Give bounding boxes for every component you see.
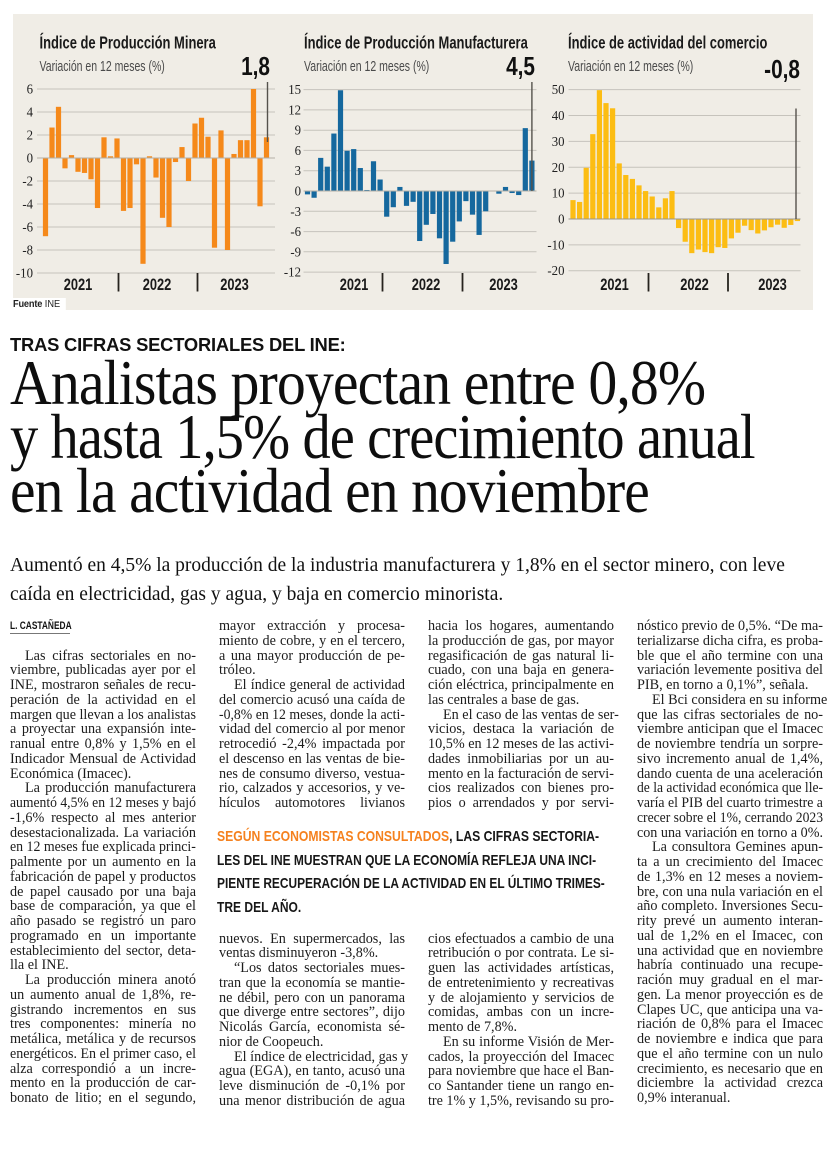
- svg-text:Variación en 12 meses (%): Variación en 12 meses (%): [568, 57, 693, 74]
- svg-text:30: 30: [552, 134, 565, 149]
- svg-text:40: 40: [552, 108, 565, 123]
- svg-text:2022: 2022: [412, 277, 441, 295]
- svg-text:15: 15: [288, 82, 301, 97]
- svg-text:2023: 2023: [220, 277, 249, 295]
- svg-text:0: 0: [27, 150, 33, 165]
- svg-text:2023: 2023: [489, 277, 518, 295]
- svg-text:3: 3: [295, 163, 301, 178]
- svg-text:2022: 2022: [143, 277, 172, 295]
- svg-text:Índice de Producción Manufactu: Índice de Producción Manufacturera: [304, 31, 528, 53]
- svg-text:12: 12: [288, 102, 301, 117]
- svg-text:2021: 2021: [600, 277, 629, 295]
- svg-text:Índice de actividad del comerc: Índice de actividad del comercio: [568, 31, 767, 53]
- svg-text:9: 9: [295, 123, 301, 138]
- svg-text:2022: 2022: [680, 277, 709, 295]
- svg-text:2021: 2021: [340, 277, 369, 295]
- svg-text:4,5: 4,5: [506, 52, 535, 81]
- svg-text:50: 50: [552, 82, 565, 97]
- svg-text:2: 2: [27, 127, 33, 142]
- svg-text:6: 6: [27, 81, 34, 96]
- svg-text:-2: -2: [22, 173, 33, 188]
- svg-text:2023: 2023: [758, 277, 787, 295]
- svg-text:Índice de Producción Minera: Índice de Producción Minera: [40, 31, 217, 53]
- svg-text:-6: -6: [290, 224, 301, 239]
- svg-text:0: 0: [295, 183, 301, 198]
- svg-text:Variación en 12 meses (%): Variación en 12 meses (%): [304, 57, 429, 74]
- svg-text:-10: -10: [16, 265, 33, 280]
- svg-text:-6: -6: [22, 219, 33, 234]
- svg-text:10: 10: [552, 185, 565, 200]
- svg-text:2021: 2021: [64, 277, 93, 295]
- svg-text:-9: -9: [290, 244, 301, 259]
- svg-text:4: 4: [27, 104, 34, 119]
- svg-text:-12: -12: [284, 264, 301, 279]
- svg-text:Variación en 12 meses (%): Variación en 12 meses (%): [40, 57, 165, 74]
- svg-text:-4: -4: [22, 196, 33, 211]
- svg-text:-8: -8: [22, 242, 33, 257]
- svg-text:-0,8: -0,8: [764, 55, 800, 84]
- svg-text:1,8: 1,8: [241, 52, 270, 81]
- svg-text:-3: -3: [290, 204, 301, 219]
- svg-text:-20: -20: [547, 263, 564, 278]
- svg-text:6: 6: [295, 143, 302, 158]
- svg-text:-10: -10: [547, 237, 564, 252]
- svg-text:20: 20: [552, 160, 565, 175]
- svg-text:0: 0: [558, 211, 564, 226]
